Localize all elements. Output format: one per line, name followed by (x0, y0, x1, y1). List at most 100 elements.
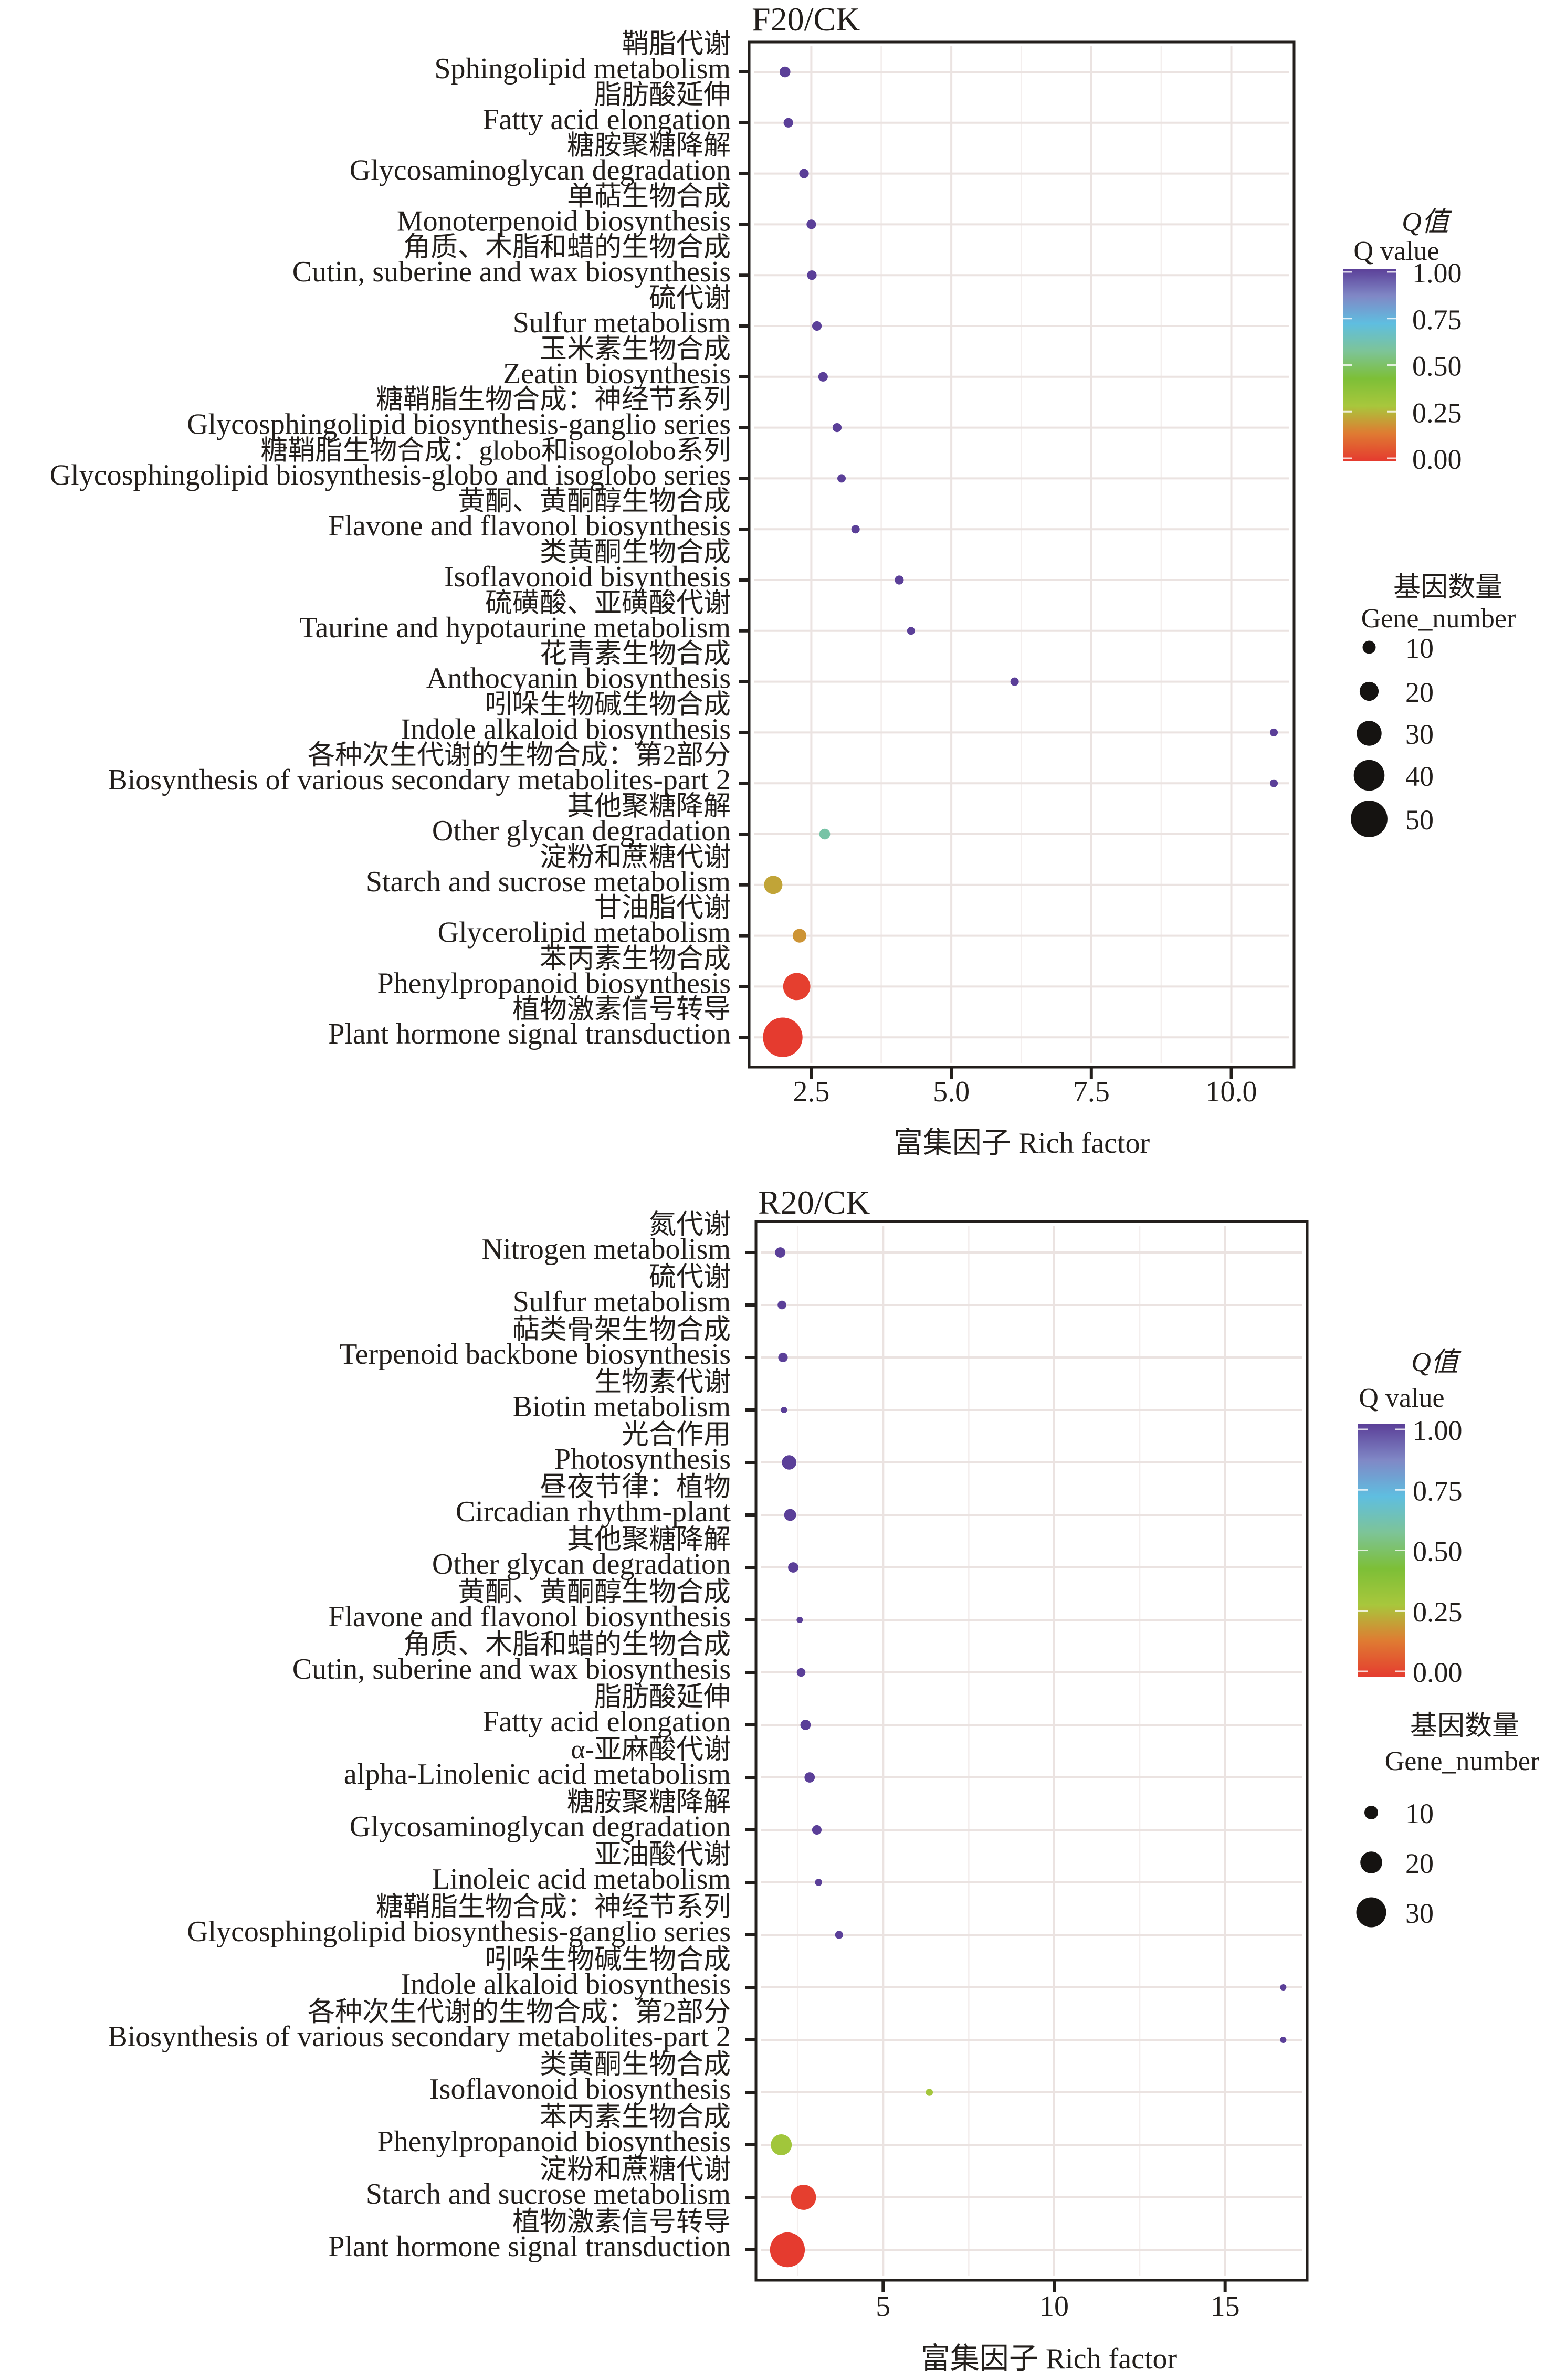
y-tick-label-zh: 糖胺聚糖降解 (567, 131, 731, 161)
size-legend-key (1360, 1851, 1382, 1873)
size-legend-label: 10 (1405, 633, 1434, 664)
y-tick-label-zh: 黄酮、黄酮醇生物合成 (458, 1577, 731, 1607)
y-tick-label-en: Glycerolipid metabolism (438, 917, 731, 949)
y-tick-label-en: Sphingolipid metabolism (434, 52, 731, 85)
colorbar-label: 0.50 (1412, 351, 1462, 382)
data-point (815, 1879, 822, 1886)
panel-title: R20/CK (758, 1184, 870, 1221)
y-tick-label-zh: 硫磺酸、亚磺酸代谢 (485, 588, 731, 618)
data-point (796, 1617, 803, 1623)
data-point (819, 828, 831, 840)
data-point (783, 973, 811, 1001)
y-tick-label-zh: 其他聚糖降解 (567, 792, 731, 822)
y-tick-label-en: Biosynthesis of various secondary metabo… (108, 764, 731, 796)
y-tick-label-zh: 各种次生代谢的生物合成：第2部分 (308, 741, 731, 771)
data-point (818, 372, 828, 382)
colorbar-label: 0.75 (1413, 1475, 1463, 1507)
color-legend-title-zh: Q值 (1402, 207, 1452, 237)
size-legend-title-en: Gene_number (1385, 1746, 1540, 1776)
y-tick-label-zh: 脂肪酸延伸 (594, 80, 731, 110)
plot-frame (748, 40, 1296, 1069)
data-point (1280, 1984, 1287, 1991)
y-tick-label-en: Plant hormone signal transduction (328, 2230, 731, 2263)
data-point (775, 1247, 786, 1258)
y-tick-label-en: Sulfur metabolism (513, 1286, 731, 1318)
y-tick-label-en: Biosynthesis of various secondary metabo… (108, 2020, 731, 2053)
y-tick-label-zh: 萜类骨架生物合成 (512, 1315, 731, 1345)
y-tick-label-en: Linoleic acid metabolism (432, 1863, 731, 1895)
data-point (771, 2134, 792, 2155)
color-legend-title-zh: Q值 (1411, 1347, 1462, 1377)
data-point (800, 1720, 811, 1730)
y-tick-label-zh: 类黄酮生物合成 (540, 538, 731, 567)
data-point (832, 423, 842, 433)
x-tick-label: 5.0 (933, 1076, 970, 1108)
data-point (764, 876, 783, 894)
size-legend-label: 50 (1405, 804, 1434, 836)
y-tick-label-zh: 苯丙素生物合成 (540, 944, 731, 974)
panel-f20-ck: F20/CK 富集因子 Rich factor Q值 Q value 基因数量 … (50, 1, 1516, 1160)
y-tick-label-zh: 淀粉和蔗糖代谢 (540, 2155, 731, 2185)
plot-area (749, 42, 1294, 1067)
colorbar-label: 0.00 (1413, 1657, 1463, 1688)
data-point (799, 169, 809, 178)
data-point (788, 1562, 798, 1573)
y-tick-label-en: Fatty acid elongation (482, 103, 731, 136)
y-tick-label-en: Taurine and hypotaurine metabolism (299, 612, 731, 644)
y-tick-label-zh: 硫代谢 (649, 283, 731, 313)
y-tick-label-zh: 其他聚糖降解 (567, 1525, 731, 1555)
y-tick-label-zh: 糖胺聚糖降解 (567, 1787, 731, 1817)
plot-frame (754, 1220, 1309, 2282)
y-tick-label-en: Phenylpropanoid biosynthesis (377, 2125, 731, 2158)
y-tick-label-zh: 鞘脂代谢 (622, 29, 731, 59)
data-point (781, 1407, 787, 1413)
y-tick-label-en: Zeatin biosynthesis (503, 357, 731, 390)
size-legend-label: 40 (1405, 761, 1434, 792)
data-point (779, 66, 791, 78)
x-tick-label: 2.5 (793, 1076, 829, 1108)
panel-title: F20/CK (752, 1, 860, 38)
y-tick-label-en: Photosynthesis (554, 1443, 731, 1476)
size-legend-key (1364, 1806, 1378, 1819)
y-tick-label-zh: 花青素生物合成 (540, 639, 731, 669)
y-tick-label-en: Fatty acid elongation (482, 1705, 731, 1738)
y-tick-label-zh: 植物激素信号转导 (512, 995, 731, 1025)
data-point (895, 575, 904, 585)
y-tick-label-en: Phenylpropanoid biosynthesis (377, 967, 731, 999)
y-tick-label-en: Starch and sucrose metabolism (366, 2178, 731, 2210)
data-point (1280, 2037, 1287, 2043)
size-legend-title-zh: 基因数量 (1393, 573, 1502, 603)
y-tick-label-zh: 淀粉和蔗糖代谢 (540, 843, 731, 872)
x-tick-label: 10.0 (1206, 1076, 1257, 1108)
colorbar-label: 0.25 (1412, 397, 1462, 428)
y-tick-label-zh: 吲哚生物碱生物合成 (485, 690, 731, 720)
y-tick-label-en: Sulfur metabolism (513, 307, 731, 339)
data-point (806, 219, 816, 229)
color-legend-title-en: Q value (1353, 236, 1439, 266)
y-tick-label-zh: 角质、木脂和蜡的生物合成 (403, 1630, 731, 1660)
data-point (763, 1017, 803, 1057)
colorbar-label: 0.50 (1413, 1536, 1463, 1567)
data-point (851, 525, 860, 534)
y-tick-label-en: Other glycan degradation (432, 815, 731, 847)
data-point (784, 1509, 796, 1521)
y-tick-label-zh: 各种次生代谢的生物合成：第2部分 (308, 1997, 731, 2027)
data-point (1010, 677, 1019, 686)
size-legend-label: 30 (1405, 719, 1434, 750)
data-point (812, 321, 822, 331)
data-point (777, 1300, 786, 1310)
y-tick-label-en: Glycosaminoglycan degradation (350, 154, 731, 187)
y-tick-label-en: Monoterpenoid biosynthesis (397, 205, 731, 237)
y-tick-label-en: Indole alkaloid biosynthesis (401, 713, 731, 745)
data-point (770, 2232, 805, 2268)
y-tick-label-zh: 生物素代谢 (594, 1367, 731, 1397)
data-point (812, 1825, 822, 1835)
panel-r20-ck: R20/CK 富集因子 Rich factor Q值 Q value 基因数量 … (108, 1184, 1539, 2375)
size-legend-label: 10 (1405, 1798, 1434, 1829)
x-axis-title: 富集因子 Rich factor (921, 2343, 1178, 2375)
data-point (792, 929, 807, 943)
y-tick-label-en: Nitrogen metabolism (482, 1233, 731, 1266)
plot-background (756, 1221, 1307, 2280)
data-point (796, 1668, 806, 1677)
